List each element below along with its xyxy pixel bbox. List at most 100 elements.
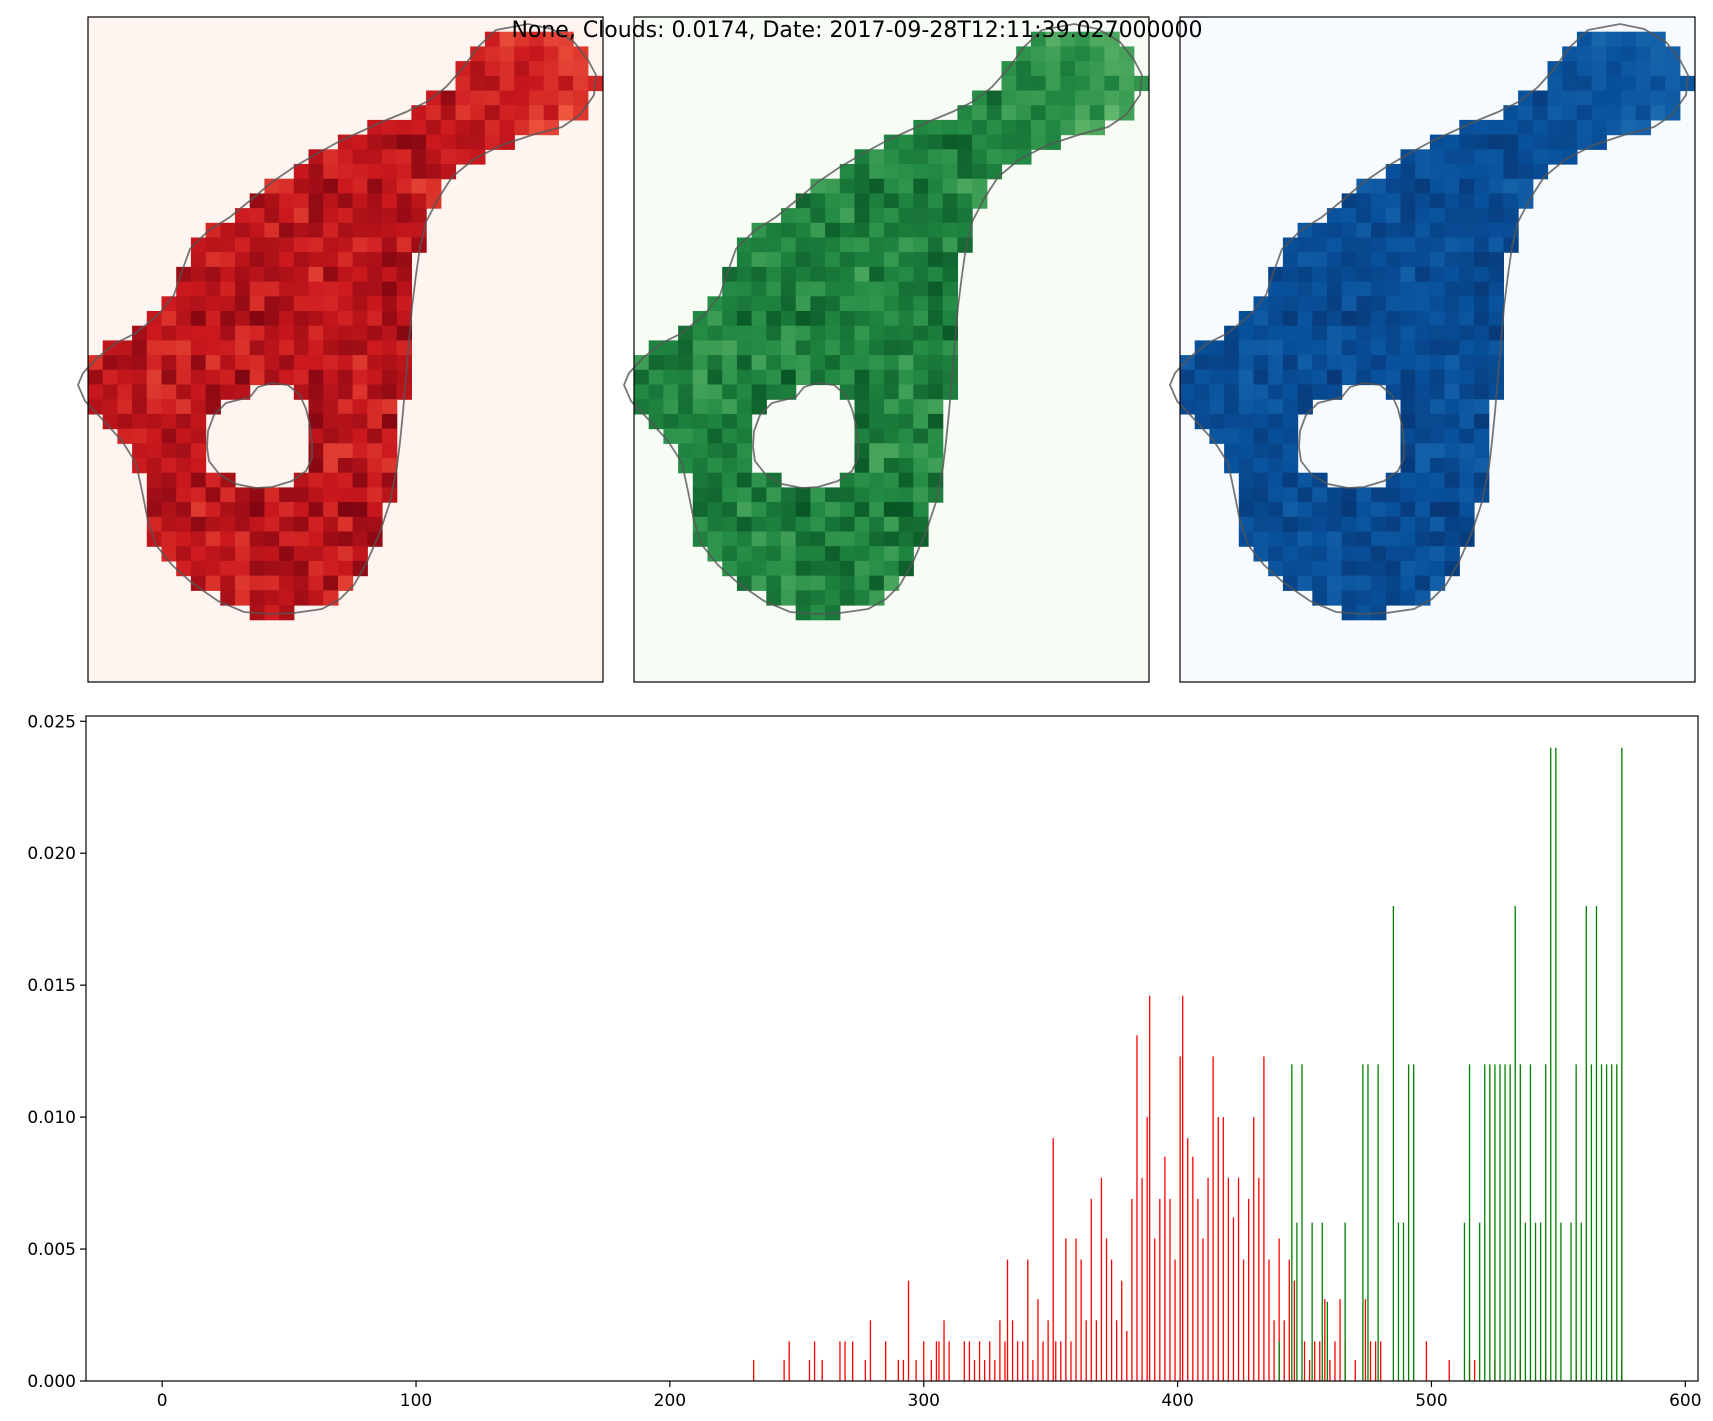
heatmap-pixel [264, 546, 280, 562]
heatmap-pixel [1503, 134, 1519, 150]
red-band-heatmap [88, 31, 604, 621]
heatmap-pixel [986, 134, 1003, 150]
heatmap-pixel [839, 222, 856, 239]
heatmap-pixel [470, 46, 486, 62]
heatmap-pixel [1224, 369, 1240, 386]
red-histogram-bar [1314, 1341, 1316, 1381]
heatmap-pixel [1488, 296, 1504, 312]
heatmap-pixel [382, 384, 398, 400]
heatmap-pixel [1488, 208, 1504, 224]
heatmap-pixel [1253, 296, 1269, 312]
heatmap-pixel [839, 340, 856, 356]
heatmap-pixel [722, 443, 738, 459]
heatmap-pixel [440, 134, 457, 150]
heatmap-pixel [825, 266, 841, 283]
heatmap-pixel [1488, 281, 1504, 297]
heatmap-pixel [736, 531, 753, 547]
heatmap-pixel [382, 164, 398, 180]
heatmap-pixel [205, 384, 221, 400]
heatmap-pixel [766, 296, 782, 312]
red-histogram-bar [1212, 1056, 1214, 1381]
heatmap-pixel [499, 119, 515, 136]
heatmap-pixel [1415, 575, 1431, 591]
red-histogram-bar [1319, 1341, 1321, 1381]
heatmap-pixel [337, 560, 354, 577]
heatmap-pixel [1327, 325, 1343, 341]
heatmap-pixel [102, 369, 118, 386]
blue-hole-boundary [1298, 382, 1405, 489]
heatmap-pixel [1429, 428, 1446, 444]
heatmap-pixel [781, 340, 797, 356]
heatmap-pixel [1075, 31, 1091, 47]
heatmap-pixel [781, 590, 797, 606]
heatmap-pixel [279, 487, 295, 503]
heatmap-pixel [1341, 355, 1357, 371]
heatmap-pixel [264, 605, 280, 621]
heatmap-pixel [1341, 296, 1357, 312]
heatmap-pixel [323, 384, 339, 400]
heatmap-pixel [1385, 237, 1402, 253]
heatmap-pixel [367, 458, 383, 474]
heatmap-pixel [1371, 193, 1387, 209]
red-histogram-bar [1065, 1238, 1067, 1381]
heatmap-pixel [1356, 487, 1372, 503]
heatmap-pixel [692, 340, 709, 356]
heatmap-pixel [220, 266, 236, 283]
green-histogram-bar [1479, 1222, 1481, 1381]
heatmap-pixel [1400, 164, 1416, 180]
heatmap-pixel [722, 560, 738, 577]
heatmap-pixel [839, 546, 856, 562]
heatmap-pixel [736, 428, 753, 444]
heatmap-pixel [1444, 531, 1460, 547]
heatmap-pixel [1194, 399, 1210, 415]
heatmap-pixel [1459, 443, 1475, 459]
heatmap-pixel [766, 575, 782, 591]
heatmap-pixel [190, 516, 207, 533]
heatmap-pixel [1415, 252, 1431, 268]
heatmap-pixel [323, 502, 339, 518]
heatmap-pixel [883, 487, 900, 503]
heatmap-pixel [781, 531, 797, 547]
heatmap-pixel [1312, 237, 1328, 253]
heatmap-pixel [898, 472, 914, 488]
heatmap-pixel [1503, 105, 1519, 121]
heatmap-pixel [132, 384, 148, 400]
y-tick-label: 0.010 [27, 1108, 76, 1128]
heatmap-pixel [1253, 340, 1269, 356]
heatmap-pixel [707, 531, 723, 547]
heatmap-pixel [1459, 355, 1475, 371]
heatmap-pixel [235, 487, 251, 503]
heatmap-pixel [249, 575, 265, 591]
heatmap-pixel [1429, 502, 1446, 518]
heatmap-pixel [1415, 487, 1431, 503]
heatmap-pixel [1518, 178, 1534, 194]
heatmap-pixel [220, 222, 236, 239]
heatmap-pixel [337, 296, 354, 312]
heatmap-pixel [1415, 560, 1431, 577]
heatmap-pixel [249, 516, 265, 533]
heatmap-pixel [426, 134, 442, 150]
heatmap-pixel [942, 164, 958, 180]
green-histogram-bar [1301, 1064, 1303, 1381]
heatmap-pixel [1016, 105, 1032, 121]
heatmap-pixel [854, 575, 870, 591]
heatmap-pixel [1253, 311, 1269, 327]
red-histogram-bar [1075, 1238, 1077, 1381]
heatmap-pixel [249, 325, 265, 341]
heatmap-pixel [1253, 531, 1269, 547]
heatmap-pixel [190, 384, 207, 400]
heatmap-pixel [1268, 281, 1284, 297]
green-histogram-bar [1392, 906, 1395, 1381]
heatmap-pixel [367, 311, 383, 327]
heatmap-pixel [810, 560, 826, 577]
green-histogram-bar [1600, 1064, 1603, 1381]
heatmap-pixel [707, 516, 723, 533]
heatmap-pixel [235, 340, 251, 356]
heatmap-pixel [1385, 531, 1402, 547]
heatmap-pixel [323, 487, 339, 503]
heatmap-pixel [1665, 46, 1681, 62]
heatmap-pixel [928, 296, 944, 312]
heatmap-pixel [751, 384, 767, 400]
heatmap-pixel [898, 281, 914, 297]
heatmap-pixel [825, 502, 841, 518]
